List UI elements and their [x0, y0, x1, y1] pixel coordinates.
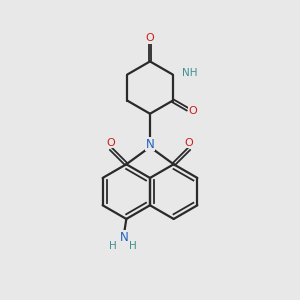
Text: O: O [185, 138, 194, 148]
Text: H: H [129, 241, 137, 251]
Text: NH: NH [182, 68, 197, 78]
Text: H: H [109, 241, 116, 251]
Text: O: O [189, 106, 197, 116]
Text: O: O [146, 33, 154, 43]
Text: N: N [146, 138, 154, 151]
Text: N: N [120, 231, 128, 244]
Text: O: O [106, 138, 115, 148]
